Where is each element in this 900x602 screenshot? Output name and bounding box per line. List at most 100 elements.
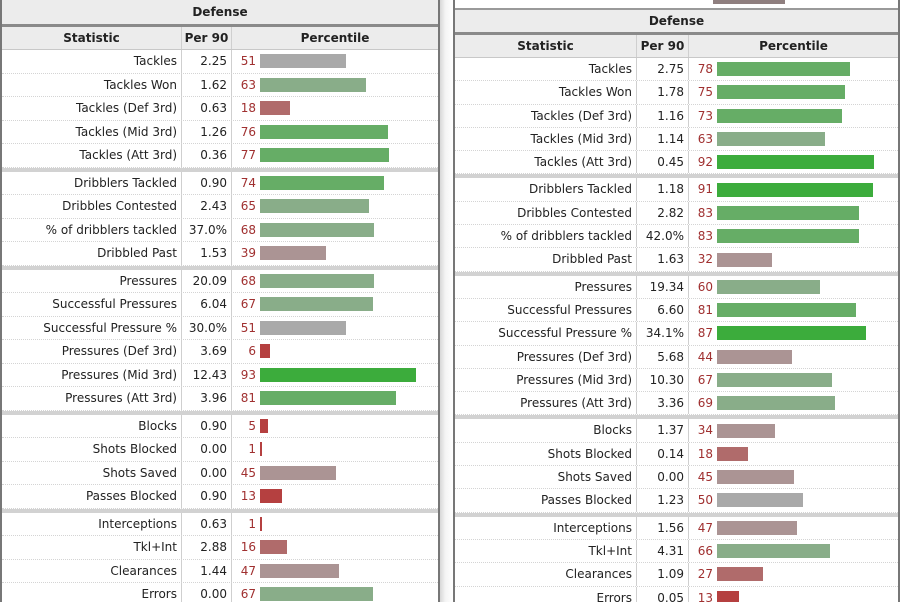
percentile-cell: 93 <box>232 364 438 387</box>
stat-name: Interceptions <box>455 516 637 539</box>
section-title: Defense <box>455 10 898 35</box>
header-statistic[interactable]: Statistic <box>2 27 182 49</box>
percentile-bar-track <box>260 516 428 531</box>
per90-value: 3.69 <box>182 340 232 363</box>
percentile-cell: 74 <box>232 172 438 195</box>
table-row: Tackles (Def 3rd) 1.16 73 <box>455 104 898 128</box>
percentile-cell: 75 <box>689 81 898 103</box>
header-statistic[interactable]: Statistic <box>455 35 637 57</box>
stat-name: Tackles (Def 3rd) <box>2 97 182 120</box>
table-row: Clearances 1.44 47 <box>2 559 438 583</box>
percentile-bar-track <box>260 563 428 578</box>
table-row: Pressures (Mid 3rd) 10.30 67 <box>455 368 898 393</box>
percentile-bar <box>260 148 390 163</box>
percentile-value: 34 <box>697 423 713 438</box>
percentile-cell: 67 <box>232 583 438 602</box>
table-row: Pressures (Def 3rd) 5.68 44 <box>455 345 898 369</box>
percentile-bar-track <box>717 182 888 197</box>
percentile-cell: 66 <box>689 540 898 562</box>
percentile-value: 1 <box>248 442 256 456</box>
stat-name: Tackles Won <box>2 73 182 96</box>
stat-name: Errors <box>455 586 637 602</box>
percentile-bar-track <box>717 252 888 267</box>
table-row: Shots Blocked 0.14 18 <box>455 442 898 467</box>
percentile-bar <box>260 273 375 288</box>
percentile-bar <box>717 544 830 559</box>
per90-value: 1.09 <box>637 563 689 586</box>
percentile-bar-track <box>717 155 888 170</box>
percentile-bar-track <box>260 489 428 504</box>
percentile-cell: 63 <box>232 74 438 97</box>
previous-section-remnant <box>455 0 898 10</box>
header-percentile[interactable]: Percentile <box>759 39 828 53</box>
stat-name: Pressures (Att 3rd) <box>455 392 637 415</box>
percentile-value: 6 <box>248 344 256 358</box>
table-row: Interceptions 0.63 1 <box>2 508 438 536</box>
table-row: Shots Blocked 0.00 1 <box>2 438 438 462</box>
table-row: Pressures (Att 3rd) 3.36 69 <box>455 392 898 416</box>
table-row: Pressures (Mid 3rd) 12.43 93 <box>2 363 438 387</box>
per90-value: 0.90 <box>182 414 232 437</box>
table-row: Tackles (Mid 3rd) 1.14 63 <box>455 127 898 152</box>
percentile-cell: 50 <box>689 489 898 511</box>
window-divider <box>440 0 453 602</box>
stat-name: Blocks <box>2 414 182 437</box>
table-header: Statistic Per 90 Percentile <box>2 27 438 50</box>
per90-value: 1.62 <box>182 73 232 96</box>
table-row: Dribblers Tackled 0.90 74 <box>2 167 438 195</box>
percentile-value: 32 <box>697 252 713 267</box>
per90-value: 12.43 <box>182 363 232 386</box>
per90-value: 6.04 <box>182 293 232 316</box>
stat-name: Dribbled Past <box>2 242 182 265</box>
header-percentile[interactable]: Percentile <box>300 31 370 45</box>
percentile-bar-track <box>717 470 888 485</box>
percentile-value: 13 <box>697 590 713 602</box>
percentile-bar-track <box>717 108 888 123</box>
percentile-bar-track <box>717 423 888 438</box>
header-per90[interactable]: Per 90 <box>182 27 232 49</box>
percentile-cell: 68 <box>232 270 438 293</box>
percentile-bar <box>717 155 875 170</box>
table-row: Dribbled Past 1.53 39 <box>2 242 438 266</box>
percentile-bar-track <box>717 303 888 318</box>
percentile-cell: 27 <box>689 563 898 585</box>
percentile-cell: 45 <box>232 462 438 485</box>
percentile-bar-track <box>717 349 888 364</box>
percentile-bar <box>260 199 370 214</box>
percentile-bar-track <box>717 373 888 387</box>
table-row: Dribbles Contested 2.82 83 <box>455 201 898 226</box>
percentile-bar-track <box>260 124 428 139</box>
per90-value: 1.23 <box>637 489 689 512</box>
stat-name: Successful Pressure % <box>2 316 182 339</box>
table-row: Tkl+Int 2.88 16 <box>2 536 438 560</box>
percentile-cell: 1 <box>232 513 438 536</box>
table-row: Blocks 0.90 5 <box>2 410 438 438</box>
per90-value: 1.18 <box>637 178 689 201</box>
per90-value: 0.14 <box>637 442 689 466</box>
percentile-bar <box>717 85 846 100</box>
table-row: Successful Pressures 6.04 67 <box>2 293 438 317</box>
percentile-value: 65 <box>240 199 256 213</box>
percentile-cell: 92 <box>689 151 898 173</box>
per90-value: 2.75 <box>637 58 689 81</box>
percentile-bar <box>260 175 385 190</box>
percentile-cell: 67 <box>232 293 438 316</box>
percentile-value: 18 <box>697 446 713 461</box>
percentile-cell: 83 <box>689 225 898 247</box>
per90-value: 0.90 <box>182 171 232 194</box>
percentile-value: 67 <box>697 372 713 387</box>
percentile-value: 83 <box>697 205 713 220</box>
percentile-bar-track <box>260 77 428 92</box>
stat-name: Tackles <box>2 50 182 73</box>
percentile-cell: 34 <box>689 419 898 441</box>
header-per90[interactable]: Per 90 <box>637 35 689 57</box>
percentile-bar-track <box>717 62 888 77</box>
percentile-value: 63 <box>240 77 256 92</box>
percentile-bar <box>717 326 866 341</box>
per90-value: 1.37 <box>637 419 689 442</box>
percentile-bar-track <box>260 320 428 335</box>
stat-name: Passes Blocked <box>455 489 637 512</box>
percentile-bar <box>260 418 269 433</box>
percentile-bar-track <box>260 418 428 433</box>
table-row: Successful Pressure % 30.0% 51 <box>2 316 438 340</box>
